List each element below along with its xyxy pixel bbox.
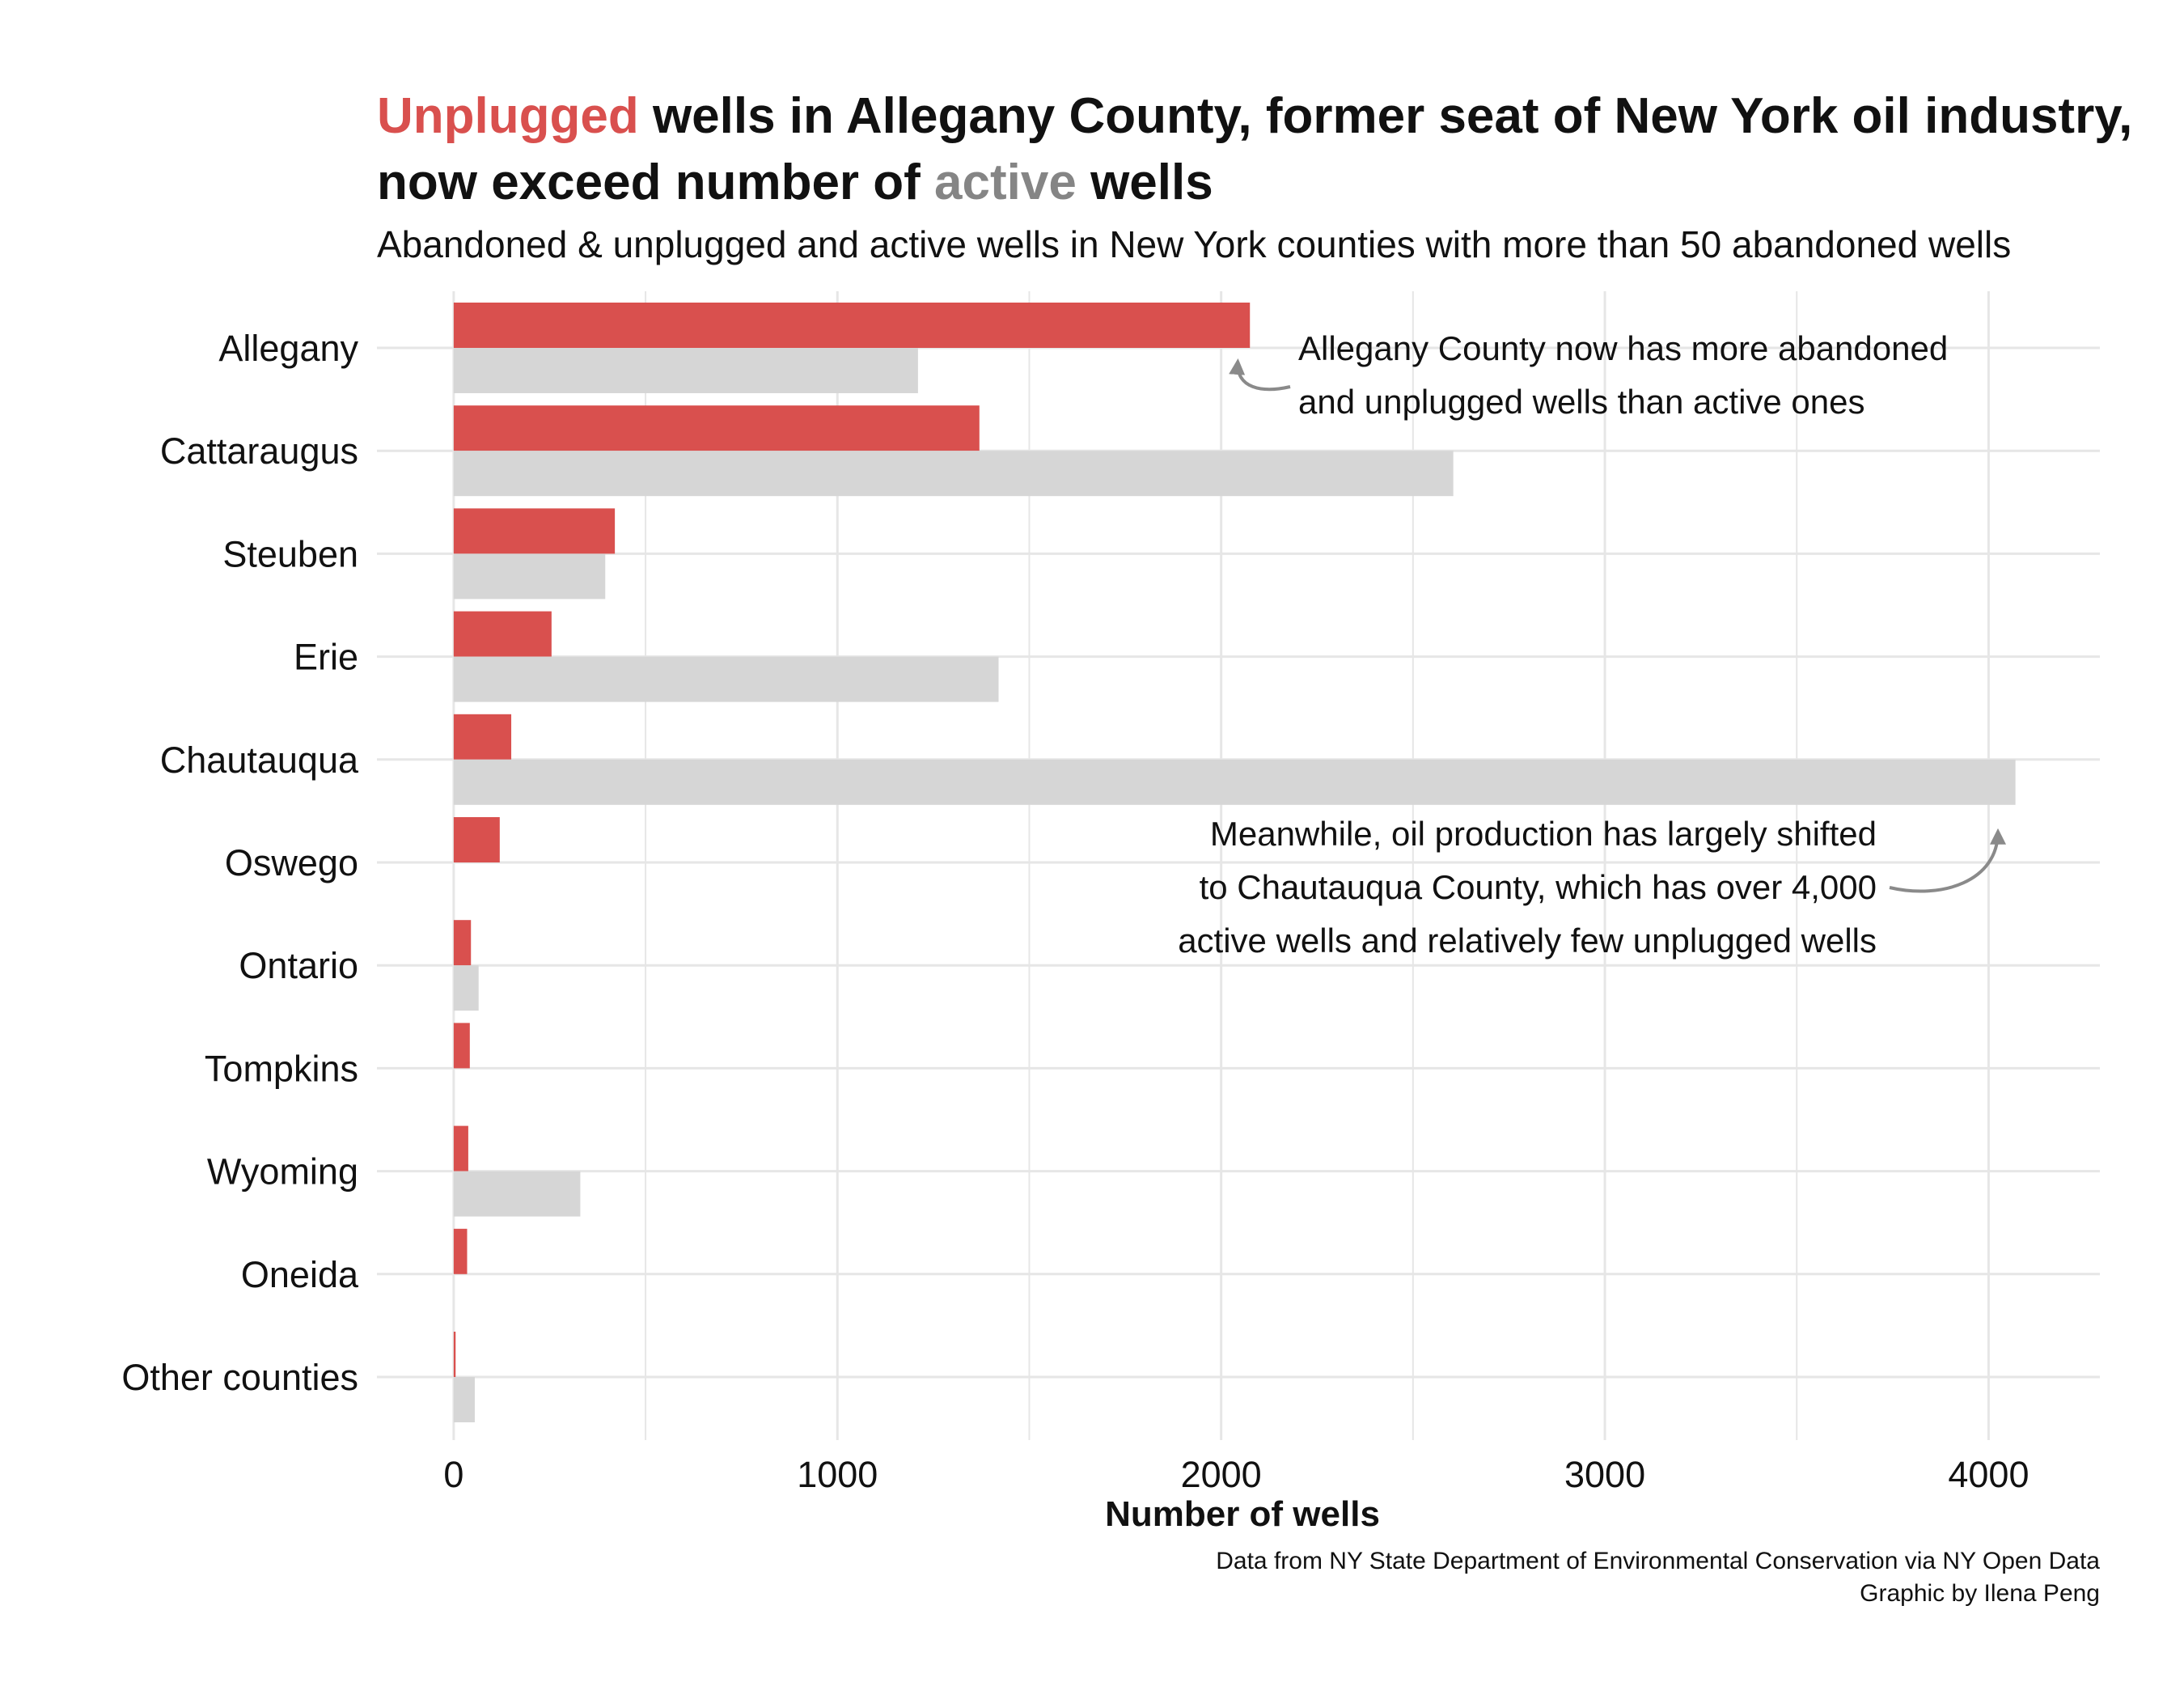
x-axis-title: Number of wells bbox=[1105, 1494, 1380, 1534]
bar-active bbox=[453, 348, 918, 393]
title-text-part1: wells in Allegany County, former seat of… bbox=[377, 88, 2133, 210]
bar-unplugged bbox=[453, 1332, 456, 1377]
x-tick-label: 1000 bbox=[797, 1454, 878, 1495]
annotation-allegany-text: and unplugged wells than active ones bbox=[1298, 383, 1865, 421]
bars bbox=[453, 303, 2016, 1422]
y-tick-label: Other counties bbox=[121, 1357, 358, 1398]
y-tick-label: Allegany bbox=[218, 328, 358, 369]
bar-active bbox=[453, 965, 479, 1011]
bar-active bbox=[453, 759, 2016, 805]
x-tick-label: 3000 bbox=[1564, 1454, 1645, 1495]
y-tick-label: Ontario bbox=[239, 945, 358, 986]
y-tick-label: Chautauqua bbox=[160, 739, 359, 781]
x-axis-labels: 0 1000 2000 3000 4000 bbox=[443, 1454, 2029, 1495]
y-tick-label: Tompkins bbox=[205, 1048, 358, 1089]
annotation-allegany-text: Allegany County now has more abandoned bbox=[1298, 329, 1948, 367]
title-highlight-unplugged: Unplugged bbox=[377, 88, 639, 144]
bar-unplugged bbox=[453, 611, 552, 657]
title-highlight-active: active bbox=[934, 155, 1077, 210]
bar-unplugged bbox=[453, 1125, 468, 1172]
bar-active bbox=[453, 1377, 475, 1422]
title-text-part2: wells bbox=[1076, 155, 1213, 210]
bar-active bbox=[453, 656, 999, 702]
x-tick-label: 2000 bbox=[1181, 1454, 1262, 1495]
bar-unplugged bbox=[453, 405, 980, 451]
x-tick-label: 4000 bbox=[1948, 1454, 2029, 1495]
annotation-chautauqua-text: active wells and relatively few unplugge… bbox=[1178, 922, 1877, 960]
bar-active bbox=[453, 451, 1454, 497]
annotation-chautauqua-text: to Chautauqua County, which has over 4,0… bbox=[1200, 868, 1877, 906]
chart-subtitle: Abandoned & unplugged and active wells i… bbox=[377, 223, 2012, 265]
annotation-allegany-arrow bbox=[1229, 358, 1291, 392]
bar-unplugged bbox=[453, 817, 500, 862]
x-tick-label: 0 bbox=[443, 1454, 463, 1495]
caption: Data from NY State Department of Environ… bbox=[1216, 1545, 2100, 1610]
y-axis-labels: Allegany Cattaraugus Steuben Erie Chautauqua… bbox=[121, 328, 359, 1398]
caption-source: Data from NY State Department of Environ… bbox=[1216, 1548, 2100, 1574]
y-tick-label: Oneida bbox=[241, 1254, 359, 1295]
bar-unplugged bbox=[453, 508, 616, 554]
annotation-chautauqua-text: Meanwhile, oil production has largely sh… bbox=[1210, 815, 1877, 853]
bar-active bbox=[453, 553, 606, 600]
bar-unplugged bbox=[453, 1023, 470, 1069]
caption-credit: Graphic by Ilena Peng bbox=[1860, 1580, 2100, 1607]
bar-active bbox=[453, 1171, 581, 1217]
annotations: Allegany County now has more abandoned an… bbox=[1178, 329, 2006, 960]
bar-unplugged bbox=[453, 303, 1251, 348]
bar-unplugged bbox=[453, 714, 512, 760]
chart-title: Unplugged wells in Allegany County, form… bbox=[377, 83, 2140, 216]
bar-unplugged bbox=[453, 920, 472, 966]
y-tick-label: Steuben bbox=[222, 533, 358, 574]
bar-unplugged bbox=[453, 1228, 468, 1274]
y-tick-label: Erie bbox=[294, 637, 358, 678]
y-tick-label: Oswego bbox=[225, 842, 358, 883]
y-tick-label: Cattaraugus bbox=[160, 430, 358, 472]
y-tick-label: Wyoming bbox=[207, 1151, 358, 1193]
annotation-chautauqua-arrow bbox=[1889, 828, 2006, 893]
